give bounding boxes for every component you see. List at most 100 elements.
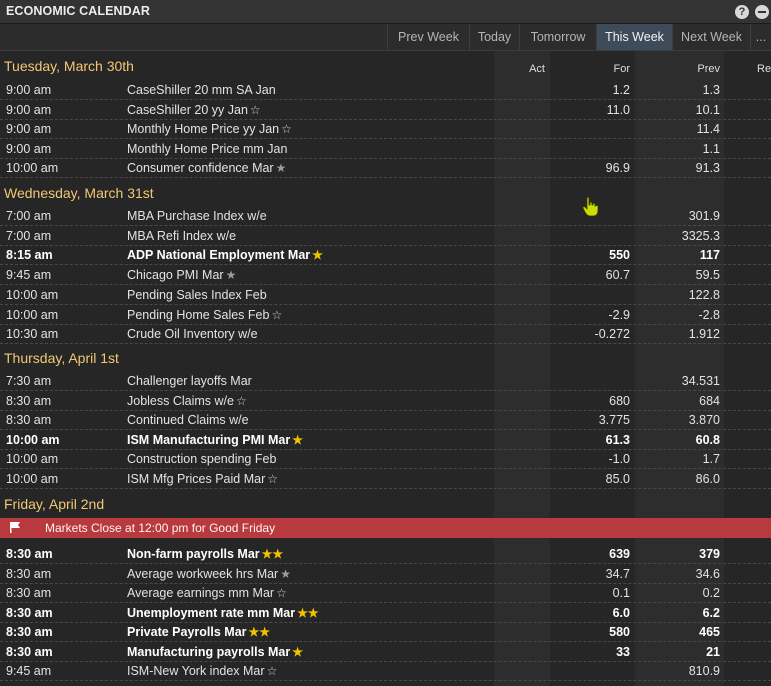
event-row[interactable]: 9:00 am Monthly Home Price mm Jan 1.1 [0, 139, 771, 159]
event-row[interactable]: 9:00 am Monthly Home Price yy Jan ☆ 11.4 [0, 119, 771, 139]
event-name: ISM-New York index Mar [127, 664, 265, 678]
event-time: 7:00 am [6, 209, 52, 223]
event-forecast: 60.7 [605, 268, 630, 282]
importance-star-icon: ☆ [235, 394, 247, 408]
event-time: 7:00 am [6, 229, 52, 243]
event-row[interactable]: 9:45 am ISM-New York index Mar ☆ 810.9 [0, 661, 771, 681]
event-name-cell: Continued Claims w/e [127, 413, 249, 427]
day-label: Tuesday, March 30th [4, 58, 134, 74]
event-name: MBA Refi Index w/e [127, 229, 237, 243]
event-row[interactable]: 8:30 am Average workweek hrs Mar ★ 34.7 34.6 [0, 564, 771, 584]
event-name-cell: Average earnings mm Mar ☆ [127, 586, 287, 600]
event-name: Crude Oil Inventory w/e [127, 327, 258, 341]
event-row[interactable]: 9:00 am CaseShiller 20 yy Jan ☆ 11.0 10.1 [0, 100, 771, 120]
event-forecast: 6.0 [612, 606, 630, 620]
event-name-cell: Unemployment rate mm Mar ★★ [127, 606, 319, 620]
event-name: MBA Purchase Index w/e [127, 209, 267, 223]
importance-star-icon: ★ [292, 645, 303, 659]
importance-star-icon: ★★ [261, 547, 284, 561]
event-previous: 11.4 [696, 122, 720, 136]
event-name-cell: Manufacturing payrolls Mar ★ [127, 645, 303, 659]
event-row[interactable]: 8:30 am Non-farm payrolls Mar ★★ 639 379 [0, 544, 771, 564]
event-forecast: -0.272 [594, 327, 630, 341]
tab-this-week[interactable]: This Week [596, 24, 672, 50]
event-name-cell: Construction spending Feb [127, 452, 276, 466]
event-forecast: 0.1 [612, 586, 630, 600]
event-name-cell: ADP National Employment Mar ★ [127, 248, 323, 262]
tab-more[interactable]: ... [750, 24, 771, 50]
minimize-icon[interactable] [755, 5, 769, 19]
event-forecast: 680 [609, 394, 630, 408]
importance-star-icon: ★ [280, 567, 291, 581]
event-row[interactable]: 10:00 am Construction spending Feb -1.0 1.7 [0, 449, 771, 469]
event-previous: 810.9 [688, 664, 720, 678]
event-name-cell: Monthly Home Price yy Jan ☆ [127, 122, 292, 136]
event-row[interactable]: 8:30 am Average earnings mm Mar ☆ 0.1 0.2 [0, 583, 771, 603]
importance-star-icon: ☆ [276, 586, 287, 600]
event-name-cell: CaseShiller 20 yy Jan ☆ [127, 103, 261, 117]
event-row[interactable]: 8:30 am Private Payrolls Mar ★★ 580 465 [0, 622, 771, 642]
event-row[interactable]: 10:00 am Pending Home Sales Feb ☆ -2.9 -2.8 [0, 305, 771, 325]
tab-tomorrow[interactable]: Tomorrow [519, 24, 596, 50]
event-name: Manufacturing payrolls Mar [127, 645, 291, 659]
event-time: 8:30 am [6, 645, 53, 659]
event-time: 10:00 am [6, 452, 59, 466]
importance-star-icon: ★ [292, 433, 303, 447]
event-previous: 34.531 [681, 374, 720, 388]
event-row[interactable]: 8:15 am ADP National Employment Mar ★ 550 11… [0, 245, 771, 265]
event-forecast: 33 [616, 645, 630, 659]
event-row[interactable]: 10:00 am ISM Manufacturing PMI Mar ★ 61.3 60… [0, 430, 771, 450]
event-name: ISM Mfg Prices Paid Mar [127, 472, 266, 486]
importance-star-icon: ★ [275, 161, 287, 175]
event-row[interactable]: 9:00 am CaseShiller 20 mm SA Jan 1.2 1.3 [0, 80, 771, 100]
tab-next-week[interactable]: Next Week [672, 24, 750, 50]
event-previous: 60.8 [695, 433, 720, 447]
event-row[interactable]: 10:00 am Consumer confidence Mar ★ 96.9 91.3 [0, 158, 771, 178]
event-name-cell: ISM Manufacturing PMI Mar ★ [127, 433, 303, 447]
event-previous: 34.6 [695, 567, 720, 581]
day-header: Wednesday, March 31st [0, 179, 771, 206]
event-forecast: -2.9 [608, 308, 630, 322]
tab-today[interactable]: Today [469, 24, 519, 50]
event-previous: 1.1 [702, 142, 720, 156]
event-row[interactable]: 8:30 am Unemployment rate mm Mar ★★ 6.0 6.2 [0, 603, 771, 623]
event-time: 9:00 am [6, 83, 52, 97]
event-name-cell: Pending Sales Index Feb [127, 288, 267, 302]
event-previous: 0.2 [702, 586, 720, 600]
event-previous: 6.2 [702, 606, 720, 620]
importance-star-icon: ☆ [266, 664, 278, 678]
tab-prev-week[interactable]: Prev Week [387, 24, 469, 50]
event-name-cell: Crude Oil Inventory w/e [127, 327, 258, 341]
event-forecast: 550 [609, 248, 630, 262]
event-row[interactable]: 10:00 am Pending Sales Index Feb 122.8 [0, 285, 771, 305]
event-previous: 10.1 [695, 103, 720, 117]
event-name: Pending Sales Index Feb [127, 288, 267, 302]
day-label: Friday, April 2nd [4, 496, 105, 512]
event-previous: 122.8 [688, 288, 720, 302]
event-row[interactable]: 8:30 am Continued Claims w/e 3.775 3.870 [0, 410, 771, 430]
event-name-cell: ISM Mfg Prices Paid Mar ☆ [127, 472, 278, 486]
event-row[interactable]: 8:30 am Jobless Claims w/e ☆ 680 684 [0, 391, 771, 411]
event-row[interactable]: 8:30 am Manufacturing payrolls Mar ★ 33 21 [0, 642, 771, 662]
event-time: 9:45 am [6, 664, 52, 678]
event-previous: 59.5 [695, 268, 720, 282]
event-row[interactable]: 10:00 am ISM Mfg Prices Paid Mar ☆ 85.0 86.0 [0, 469, 771, 489]
event-row[interactable]: 9:45 am Chicago PMI Mar ★ 60.7 59.5 [0, 265, 771, 285]
column-header-revised: Re [757, 63, 771, 75]
event-row[interactable]: 7:00 am MBA Purchase Index w/e 301.9 [0, 206, 771, 226]
question-icon[interactable]: ? [735, 5, 749, 19]
importance-star-icon: ☆ [281, 122, 292, 136]
day-label: Thursday, April 1st [4, 350, 119, 366]
event-row[interactable]: 7:30 am Challenger layoffs Mar 34.531 [0, 371, 771, 391]
event-row[interactable]: 10:30 am Crude Oil Inventory w/e -0.272 1.9… [0, 324, 771, 344]
event-previous: 1.3 [702, 83, 720, 97]
window-title: ECONOMIC CALENDAR [6, 4, 151, 18]
event-name-cell: Jobless Claims w/e ☆ [127, 394, 247, 408]
event-name: Pending Home Sales Feb [127, 308, 270, 322]
event-time: 8:30 am [6, 586, 52, 600]
event-name: Continued Claims w/e [127, 413, 249, 427]
event-row[interactable]: 7:00 am MBA Refi Index w/e 3325.3 [0, 226, 771, 246]
event-name-cell: MBA Purchase Index w/e [127, 209, 267, 223]
event-name: Construction spending Feb [127, 452, 277, 466]
event-name-cell: Average workweek hrs Mar ★ [127, 567, 291, 581]
